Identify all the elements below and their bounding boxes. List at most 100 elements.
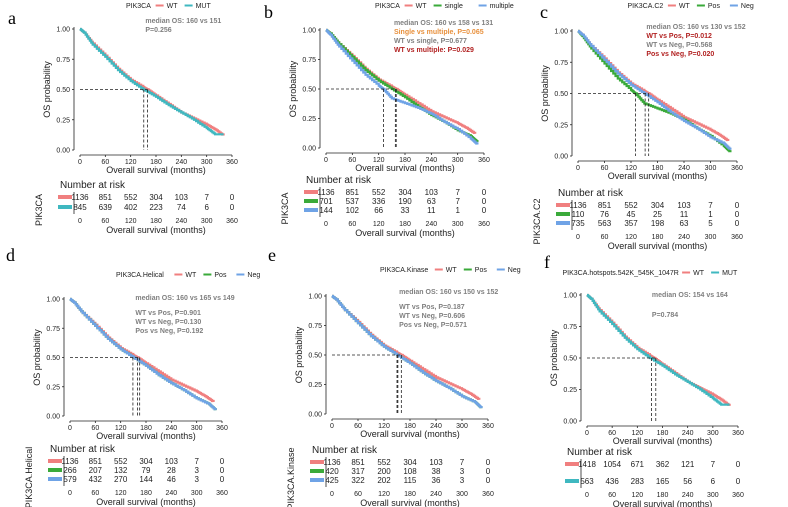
risk-table-title: Number at risk (558, 188, 624, 199)
y-axis-label: OS probability (42, 61, 52, 118)
risk-cell: 537 (346, 197, 360, 206)
risk-cell: 266 (63, 466, 77, 475)
x-tick-label: 300 (201, 159, 213, 166)
panel-e: e PIK3CA.Kinase WT Pos Neg 0.00 0.25 0.50 0.75 1.… (268, 245, 521, 507)
risk-cell: 3 (460, 476, 465, 485)
risk-cell: 552 (114, 457, 128, 466)
y-tick-label: 0.50 (46, 355, 60, 362)
risk-cell: 1 (455, 206, 460, 215)
panel-letter: a (8, 8, 16, 28)
annotation: median OS: 154 vs 164 (652, 292, 728, 299)
risk-x-tick-label: 300 (201, 218, 213, 225)
risk-x-tick-label: 120 (625, 234, 637, 241)
risk-x-tick-label: 60 (354, 491, 362, 498)
x-tick-label: 120 (625, 165, 637, 172)
risk-cell: 579 (63, 475, 77, 484)
annotation: WT vs Neg, P=0.130 (135, 319, 201, 326)
x-tick-label: 0 (78, 159, 82, 166)
x-axis-label: Overall survival (months) (106, 165, 206, 175)
x-tick-label: 180 (652, 165, 664, 172)
risk-cell: 671 (631, 460, 645, 469)
risk-x-axis-label: Overall survival (months) (355, 228, 455, 238)
risk-cell: 1136 (317, 188, 335, 197)
panel-b: b PIK3CA WT single multiple 0.00 0.25 0.50 0.75 1… (264, 2, 514, 238)
risk-row-swatch (58, 195, 72, 199)
risk-cell: 79 (142, 466, 151, 475)
risk-x-tick-label: 60 (601, 234, 609, 241)
risk-cell: 7 (194, 457, 199, 466)
risk-x-tick-label: 240 (425, 221, 437, 228)
risk-cell: 563 (598, 219, 612, 228)
risk-row-swatch (304, 208, 318, 212)
y-tick-label: 0.50 (563, 356, 577, 363)
x-tick-label: 300 (191, 425, 203, 432)
risk-row-swatch (48, 459, 62, 463)
risk-cell: 198 (651, 219, 665, 228)
risk-cell: 25 (653, 210, 662, 219)
risk-cell: 851 (346, 188, 360, 197)
y-tick-label: 0.50 (302, 87, 316, 94)
risk-cell: 0 (482, 188, 487, 197)
x-tick-label: 120 (115, 425, 127, 432)
risk-x-tick-label: 180 (652, 234, 664, 241)
risk-x-tick-label: 60 (348, 221, 356, 228)
risk-cell: 11 (427, 206, 436, 215)
risk-x-tick-label: 240 (678, 234, 690, 241)
risk-cell: 432 (89, 475, 103, 484)
x-tick-label: 180 (140, 425, 152, 432)
risk-cell: 420 (325, 467, 339, 476)
panel-f: f PIK3CA.hotspots.542K_545K_1047R WT MUT 0.0… (544, 252, 744, 507)
risk-cell: 425 (325, 476, 339, 485)
risk-x-tick-label: 240 (165, 490, 177, 497)
risk-cell: 190 (398, 197, 412, 206)
risk-cell: 851 (351, 458, 365, 467)
risk-cell: 270 (114, 475, 128, 484)
risk-x-tick-label: 360 (731, 234, 743, 241)
risk-x-tick-label: 0 (324, 221, 328, 228)
risk-cell: 851 (89, 457, 103, 466)
risk-cell: 0 (735, 219, 740, 228)
y-tick-label: 0.25 (308, 382, 322, 389)
risk-cell: 76 (600, 210, 609, 219)
risk-x-axis-label: Overall survival (months) (360, 498, 460, 507)
risk-x-tick-label: 180 (657, 492, 669, 499)
y-tick-label: 1.00 (554, 29, 568, 36)
risk-x-tick-label: 180 (399, 221, 411, 228)
risk-x-tick-label: 300 (707, 492, 719, 499)
risk-cell: 357 (624, 219, 638, 228)
risk-cell: 36 (432, 476, 441, 485)
risk-cell: 1136 (71, 193, 89, 202)
legend-item: single (445, 3, 463, 10)
annotation: WT vs Pos, P=0.187 (399, 304, 465, 311)
risk-cell: 103 (677, 201, 691, 210)
risk-x-axis-label: Overall survival (months) (608, 241, 708, 251)
risk-cell: 0 (220, 475, 225, 484)
risk-cell: 639 (99, 203, 113, 212)
annotation: Pos vs Neg, P=0.020 (646, 51, 714, 58)
risk-cell: 0 (486, 458, 491, 467)
x-tick-label: 60 (608, 430, 616, 437)
risk-row-swatch (48, 468, 62, 472)
legend-item: MUT (196, 3, 212, 10)
survival-curve-wt (325, 28, 477, 134)
y-tick-label: 0.50 (554, 91, 568, 98)
risk-cell: 283 (631, 477, 645, 486)
annotation: Pos vs Neg, P=0.571 (399, 322, 467, 329)
risk-table-label: PIK3CA (280, 192, 290, 224)
risk-cell: 3 (194, 466, 199, 475)
x-tick-label: 180 (150, 159, 162, 166)
panel-d: d PIK3CA.Helical WT Pos Neg 0.00 0.25 0.50 0.75 1… (6, 245, 260, 507)
annotation: WT vs Pos, P=0.012 (646, 33, 712, 40)
risk-cell: 46 (167, 475, 176, 484)
risk-x-axis-label: Overall survival (months) (106, 225, 206, 235)
y-tick-label: 0.75 (554, 60, 568, 67)
annotation: WT vs Pos, P=0.901 (135, 310, 201, 317)
risk-cell: 336 (372, 197, 386, 206)
y-tick-label: 0.00 (308, 412, 322, 419)
risk-cell: 851 (598, 201, 612, 210)
risk-cell: 0 (735, 201, 740, 210)
legend-title: PIK3CA (375, 3, 400, 10)
legend-item: Pos (708, 3, 721, 10)
x-tick-label: 0 (324, 157, 328, 164)
risk-row-swatch (310, 460, 324, 464)
